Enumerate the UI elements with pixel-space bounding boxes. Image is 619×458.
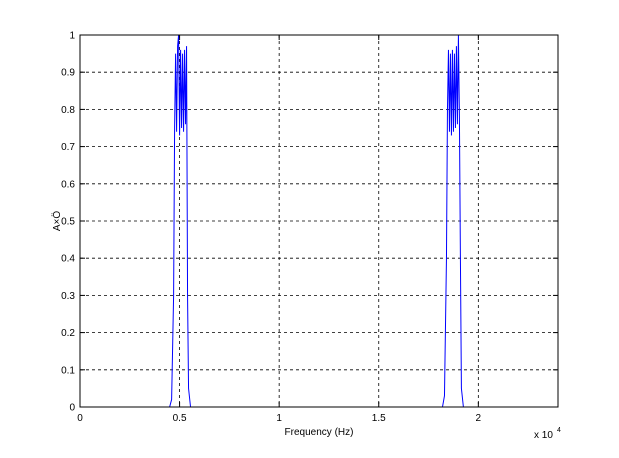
x-tick-label: 0.5 [173, 413, 187, 424]
y-tick-label: 1 [69, 31, 75, 42]
x-axis-label: Frequency (Hz) [285, 427, 354, 438]
y-tick-label: 0 [69, 403, 75, 414]
y-tick-label: 0.2 [61, 328, 75, 339]
y-tick-label: 0.3 [61, 291, 75, 302]
axes-box [79, 34, 559, 408]
plot-area [80, 35, 558, 407]
x-scale-label: x 10 [534, 430, 553, 441]
y-tick-label: 0.7 [61, 142, 75, 153]
y-tick-label: 0.1 [61, 365, 75, 376]
y-tick-label: 0.5 [61, 217, 75, 228]
y-axis-label: A×Ö [51, 211, 63, 232]
y-tick-label: 0.8 [61, 105, 75, 116]
x-tick-label: 0 [77, 413, 83, 424]
y-tick-label: 0.9 [61, 68, 75, 79]
y-tick-label: 0.4 [61, 254, 75, 265]
x-scale-exponent: 4 [557, 427, 561, 434]
x-tick-label: 1.5 [372, 413, 386, 424]
x-tick-label: 2 [476, 413, 482, 424]
x-tick-label: 1 [276, 413, 282, 424]
y-tick-label: 0.6 [61, 179, 75, 190]
